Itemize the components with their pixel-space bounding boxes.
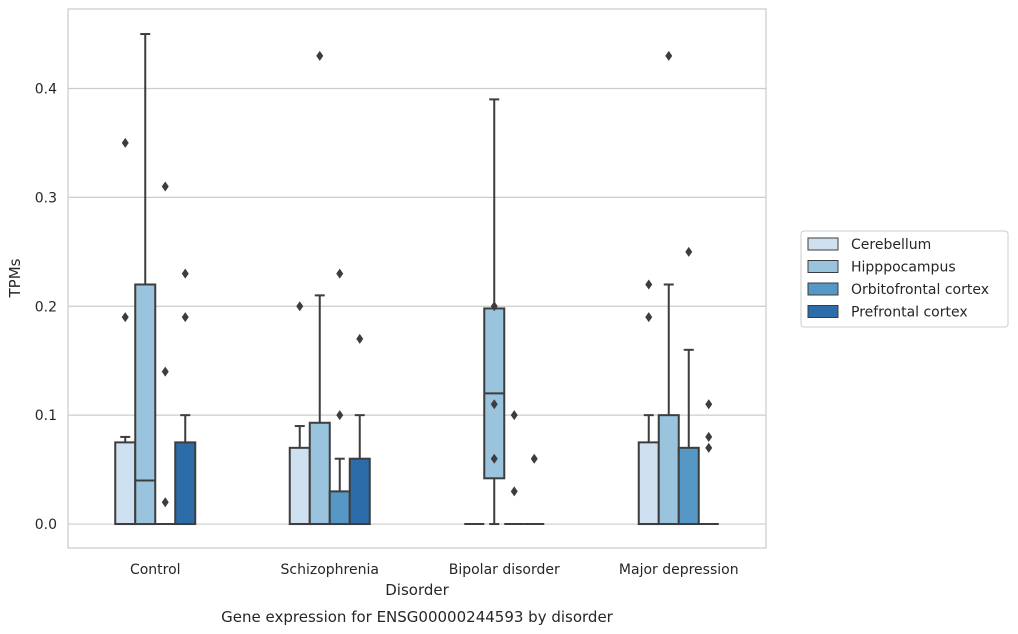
outlier-point (121, 137, 129, 148)
legend-label: Prefrontal cortex (851, 305, 968, 321)
outlier-point (510, 410, 518, 421)
outlier-point (296, 301, 304, 312)
legend-label: Hipppocampus (851, 260, 956, 276)
y-tick-label: 0.2 (35, 299, 57, 315)
box-hipppocampus (308, 294, 331, 526)
y-tick-label: 0.1 (35, 408, 57, 424)
x-axis-label: Disorder (385, 581, 449, 599)
outlier-point (665, 50, 673, 61)
x-tick-label: Control (130, 562, 181, 578)
outlier-point (181, 268, 189, 279)
box-iqr (288, 446, 311, 526)
y-axis-label: TPMs (6, 258, 24, 298)
box-hipppocampus (134, 33, 157, 526)
outlier-point (705, 399, 713, 410)
legend-label: Cerebellum (851, 237, 931, 253)
outlier-point (645, 279, 653, 290)
box-iqr (657, 414, 680, 526)
y-tick-label: 0.4 (35, 81, 57, 97)
legend-swatch (807, 260, 839, 273)
outlier-point (490, 453, 498, 464)
outlier-point (356, 333, 364, 344)
outlier-point (316, 50, 324, 61)
legend-swatch (807, 282, 839, 296)
box-iqr (348, 457, 371, 526)
y-tick-labels: 0.0 0.1 0.2 0.3 0.4 (35, 81, 57, 533)
x-tick-label: Major depression (619, 562, 739, 578)
legend-swatch (807, 305, 839, 318)
x-tick-labels: Control Schizophrenia Bipolar disorder Majo… (130, 562, 739, 578)
outlier-point (490, 399, 498, 410)
box-prefrontal-cortex (348, 414, 371, 526)
outlier-point (336, 410, 344, 421)
outlier-point (121, 312, 129, 323)
outlier-point (181, 312, 189, 323)
outlier-point (161, 181, 169, 192)
y-tick-label: 0.0 (35, 517, 57, 533)
x-tick-label: Schizophrenia (281, 562, 379, 578)
chart-caption: Gene expression for ENSG00000244593 by d… (221, 608, 614, 626)
y-tick-label: 0.3 (35, 190, 57, 206)
outlier-point (530, 453, 538, 464)
outlier-point (705, 431, 713, 442)
outlier-point (161, 497, 169, 508)
box-iqr (174, 441, 197, 526)
outlier-point (510, 486, 518, 497)
outlier-point (161, 366, 169, 377)
x-tick-label: Bipolar disorder (449, 562, 560, 578)
legend-label: Orbitofrontal cortex (851, 282, 989, 298)
boxes (114, 33, 719, 526)
outlier-point (490, 301, 498, 312)
box-prefrontal-cortex (174, 414, 197, 526)
legend: Cerebellum Hipppocampus Orbitofrontal cort… (800, 230, 1009, 328)
box-iqr (637, 441, 660, 526)
legend-swatch (807, 237, 839, 251)
outlier-points (121, 50, 713, 508)
box-iqr (308, 421, 331, 526)
box-orbitofrontal-cortex (677, 348, 700, 526)
box-iqr (134, 283, 157, 526)
box-iqr (328, 490, 351, 526)
outlier-point (645, 312, 653, 323)
box-cerebellum (114, 435, 137, 526)
box-iqr (114, 441, 137, 526)
outlier-point (705, 442, 713, 453)
legend-frame (800, 230, 1009, 328)
box-iqr (677, 446, 700, 526)
outlier-point (336, 268, 344, 279)
outlier-point (685, 246, 693, 257)
